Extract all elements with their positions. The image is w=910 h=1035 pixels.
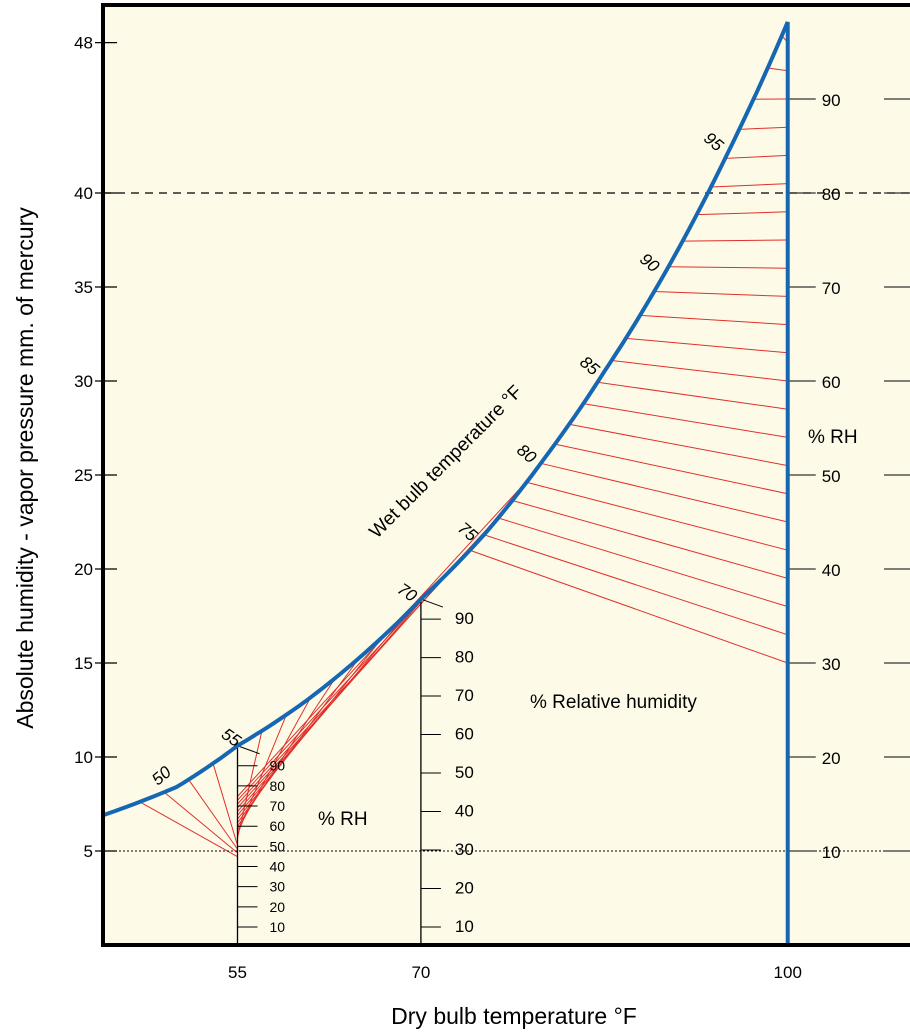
hatch-line-right [625,337,788,354]
y-tick-label: 48 [74,34,93,53]
rh-label-left: % RH [318,809,368,830]
rh-scale-cap [237,745,260,755]
rh-scale-tick-label: 40 [270,859,286,875]
y-tick-label: 20 [74,560,93,579]
hatch-line-left [163,791,238,854]
hatch-line-right [668,266,788,269]
axis-ticks: 5 10 15 20 25 30 35 40 48 55 70 100 [74,34,802,982]
rh-scale-tick-label: 50 [822,467,841,486]
rh-label-center: % Relative humidity [530,692,697,713]
hatch-line-right [597,381,788,410]
rh-scale-tick-label: 70 [270,798,286,814]
rh-scale-tick-label: 80 [822,185,841,204]
y-tick-label: 30 [74,372,93,391]
rh-scale-tick-label: 30 [270,879,286,895]
rh-scale-tick-label: 10 [455,917,474,936]
y-tick-label: 40 [74,184,93,203]
y-tick-label: 15 [74,654,93,673]
rh-scales: 10 20 30 40 50 60 70 80 90 10 20 30 40 50 60 70 80 90 10 20… [236,91,910,945]
rh-label-right: % RH [808,427,858,448]
curve-layer [102,21,790,945]
hatch-line-right [469,549,788,664]
hatch-line-left [188,779,238,850]
rh-scale-tick-label: 80 [455,648,474,667]
rh-scale-tick-label: 40 [455,802,474,821]
rh-scale-tick-label: 90 [822,91,841,110]
y-tick-label: 10 [74,748,93,767]
hatch-line-right [710,183,788,188]
y-axis-title: Absolute humidity - vapor pressure mm. o… [12,207,38,729]
x-axis-title: Dry bulb temperature °F [391,1003,637,1029]
hatch-line-right [526,481,788,551]
hatch-line-right [583,403,788,438]
hatch-line-right [696,211,788,216]
rh-scale-tick-label: 60 [455,725,474,744]
hatch-line-right [498,517,788,608]
rh-scale-tick-label: 20 [270,899,286,915]
saturation-curve [102,21,790,818]
x-tick-label: 55 [228,963,247,982]
rh-scale-tick-label: 70 [455,686,474,705]
x-tick-label: 70 [411,963,430,982]
rh-scale-tick-label: 50 [455,763,474,782]
rh-scale-tick-label: 20 [455,879,474,898]
y-tick-label: 5 [84,842,93,861]
rh-scale-tick-label: 50 [270,838,286,854]
hatch-line-left [212,763,238,846]
hatch-line-right [512,499,788,579]
rh-scale-tick-label: 30 [455,840,474,859]
hatch-line-right [682,239,788,242]
rh-scale-tick-label: 90 [270,758,286,774]
hatch-line-left [237,677,336,827]
rh-scale-cap [420,598,444,608]
hatch-line-right [767,67,788,72]
hatch-line-right [611,359,788,382]
rh-scale-tick-label: 30 [822,655,841,674]
hatch-line-right [483,534,788,636]
hatch-layer [139,35,789,858]
y-tick-label: 25 [74,466,93,485]
rh-scale-tick-label: 60 [822,373,841,392]
y-tick-label: 35 [74,278,93,297]
rh-scale-tick-label: 40 [822,561,841,580]
rh-scale-tick-label: 10 [822,843,841,862]
hatch-line-left [139,801,238,858]
rh-scale-tick-label: 20 [822,749,841,768]
rh-scale-tick-label: 90 [455,609,474,628]
hatch-line-right [654,291,788,297]
reference-lines [103,192,910,852]
hatch-line-right [540,462,788,523]
hatch-line-right [554,443,788,495]
x-tick-label: 100 [774,963,802,982]
hatch-line-right [739,126,788,130]
rh-scale-tick-label: 60 [270,818,286,834]
rh-scale-tick-label: 10 [270,919,286,935]
rh-scale-tick-label: 70 [822,279,841,298]
hatch-line-right [569,423,788,467]
hatch-line-right [639,314,788,326]
hatch-line-right [725,154,788,159]
rh-scale-tick-label: 80 [270,778,286,794]
